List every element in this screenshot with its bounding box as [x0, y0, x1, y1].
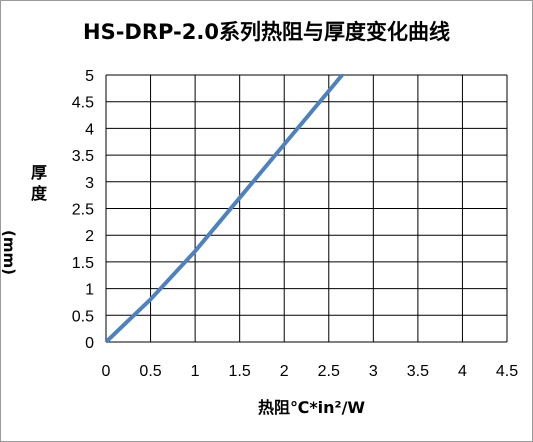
y-tick-label: 1.5 — [72, 255, 94, 272]
y-tick-label: 4 — [85, 121, 94, 138]
y-tick-label: 1 — [85, 282, 94, 299]
x-tick-label: 4 — [458, 363, 467, 380]
series-line-0 — [106, 74, 345, 343]
series-lines — [106, 74, 345, 343]
y-tick-label: 5 — [85, 68, 94, 85]
y-tick-label: 4.5 — [72, 95, 94, 112]
x-tick-label: 2.5 — [318, 363, 340, 380]
y-tick-label: 2.5 — [72, 202, 94, 219]
x-tick-label: 3.5 — [407, 363, 429, 380]
x-tick-label: 4.5 — [496, 363, 518, 380]
y-tick-label: 3 — [85, 175, 94, 192]
grid-lines — [105, 74, 508, 343]
x-axis-label: 热阻℃*in²/W — [257, 398, 366, 417]
x-tick-label: 0.5 — [139, 363, 161, 380]
y-tick-label: 0.5 — [72, 308, 94, 325]
y-tick-labels: 0 0.5 1 1.5 2 2.5 3 3.5 4 4.5 5 — [72, 68, 94, 352]
y-axis-label: 厚度 — [30, 163, 47, 203]
x-tick-label: 2 — [280, 363, 289, 380]
chart-title: HS-DRP-2.0系列热阻与厚度变化曲线 — [83, 20, 450, 44]
y-tick-label: 2 — [85, 228, 94, 245]
x-tick-label: 3 — [369, 363, 378, 380]
x-tick-label: 0 — [102, 363, 111, 380]
x-tick-label: 1 — [191, 363, 200, 380]
y-tick-label: 0 — [85, 335, 94, 352]
y-tick-label: 3.5 — [72, 148, 94, 165]
x-tick-labels: 0 0.5 1 1.5 2 2.5 3 3.5 4 4.5 — [102, 363, 519, 380]
x-tick-label: 1.5 — [229, 363, 251, 380]
